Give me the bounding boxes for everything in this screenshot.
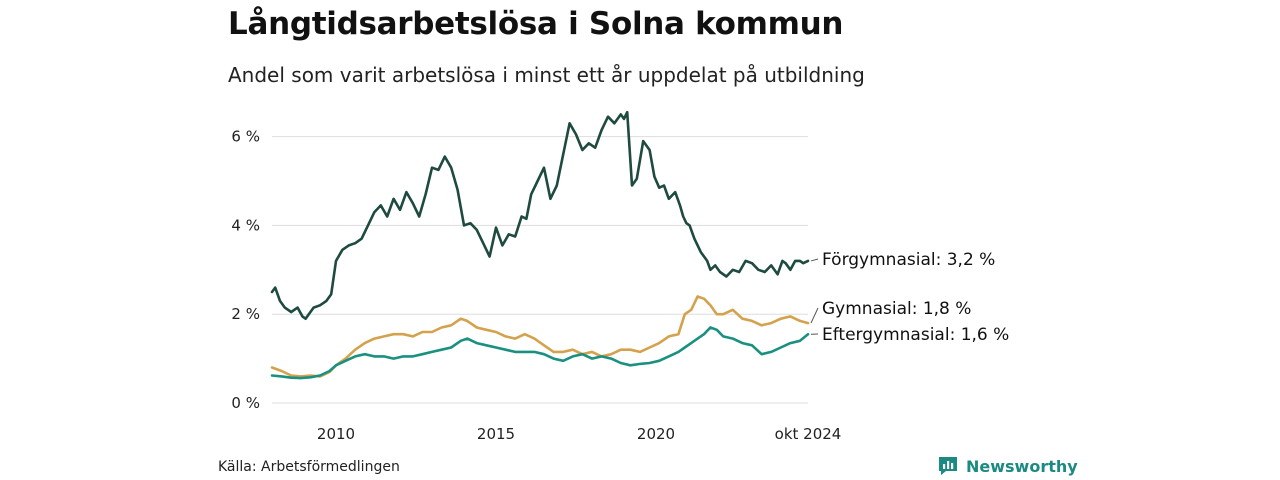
source-note: Källa: Arbetsförmedlingen (218, 459, 400, 475)
x-tick-label: 2020 (637, 425, 675, 443)
brand-logo[interactable]: Newsworthy (937, 455, 1078, 477)
y-tick-label: 2 % (231, 305, 260, 323)
chart-subtitle: Andel som varit arbetslösa i minst ett å… (228, 63, 865, 87)
newsworthy-icon (939, 457, 957, 475)
series-line-eftergymnasial (270, 326, 810, 380)
label-connector (810, 258, 819, 262)
y-tick-label: 0 % (231, 394, 260, 412)
y-tick-label: 4 % (231, 216, 260, 234)
brand-name: Newsworthy (966, 456, 1078, 476)
label-connector (810, 307, 819, 324)
series-line-gymnasial (270, 295, 810, 378)
series-line-förgymnasial (270, 110, 810, 321)
y-tick-label: 6 % (231, 128, 260, 146)
x-tick-label: 2015 (477, 425, 515, 443)
chart-title: Långtidsarbetslösa i Solna kommun (228, 6, 844, 42)
x-tick-label: okt 2024 (775, 425, 842, 443)
x-tick-label: 2010 (317, 425, 355, 443)
series-label-eftergymnasial: Eftergymnasial: 1,6 % (822, 325, 1009, 345)
series-label-förgymnasial: Förgymnasial: 3,2 % (822, 250, 995, 270)
series-label-gymnasial: Gymnasial: 1,8 % (822, 299, 971, 319)
